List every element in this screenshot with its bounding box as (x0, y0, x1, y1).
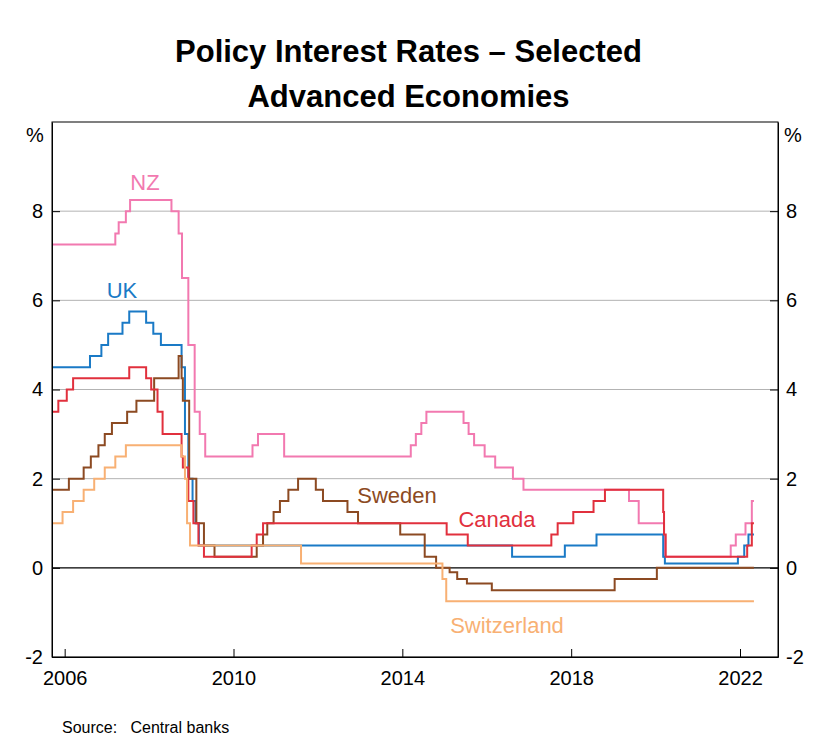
grid-line (52, 478, 778, 479)
tick-label: 8 (786, 200, 797, 222)
series-label: Switzerland (450, 613, 564, 638)
tick: 0 (32, 557, 60, 579)
tick: -2 (770, 646, 804, 668)
tick: 6 (770, 289, 797, 311)
tick: 2018 (549, 649, 594, 689)
tick: 2 (770, 468, 797, 490)
tick-label: 0 (786, 557, 797, 579)
tick-mark (770, 211, 778, 212)
series-label: UK (107, 278, 138, 303)
plot-area (52, 200, 754, 601)
chart-svg: Policy Interest Rates – Selected Advanced… (0, 0, 817, 750)
plot-frame (52, 122, 778, 657)
grid-line (52, 389, 778, 390)
tick: 4 (32, 378, 60, 400)
tick-mark (234, 649, 235, 657)
tick: 4 (770, 378, 797, 400)
tick-label: 2022 (718, 667, 763, 689)
tick-mark (52, 390, 60, 391)
tick: 2022 (718, 649, 763, 689)
tick-mark (65, 649, 66, 657)
tick: 2006 (43, 649, 88, 689)
chart-container: Policy Interest Rates – Selected Advanced… (0, 0, 817, 750)
tick: -2 (25, 646, 60, 668)
tick-mark (770, 479, 778, 480)
tick: 2 (32, 468, 60, 490)
background (0, 0, 817, 750)
series-line (52, 367, 754, 556)
tick-mark (770, 390, 778, 391)
tick-mark (770, 568, 778, 569)
chart-title: Policy Interest Rates – Selected Advanced… (175, 34, 642, 114)
grid-line (52, 300, 778, 301)
tick-label: 6 (32, 289, 43, 311)
series-label: Canada (458, 507, 536, 532)
series-line (52, 445, 754, 601)
tick-label: 4 (32, 378, 43, 400)
tick-label: 2018 (549, 667, 594, 689)
tick-label: 4 (786, 378, 797, 400)
tick-label: 6 (786, 289, 797, 311)
chart-title-line: Advanced Economies (247, 79, 569, 114)
tick-mark (52, 300, 60, 301)
tick-mark (740, 649, 741, 657)
tick-mark (770, 300, 778, 301)
tick: 2010 (212, 649, 257, 689)
series-label: NZ (130, 170, 159, 195)
tick: 8 (32, 200, 60, 222)
series-line (52, 311, 754, 563)
chart-title-line: Policy Interest Rates – Selected (175, 34, 642, 69)
tick-label: -2 (786, 646, 804, 668)
series-line (52, 356, 754, 590)
tick: 2014 (381, 649, 426, 689)
tick-mark (402, 649, 403, 657)
y-unit-right: % (784, 124, 802, 146)
tick-mark (52, 211, 60, 212)
tick-label: 2006 (43, 667, 88, 689)
series-label: Sweden (357, 483, 437, 508)
tick-mark (571, 649, 572, 657)
tick: 8 (770, 200, 797, 222)
tick-label: 2010 (212, 667, 257, 689)
tick-mark (52, 479, 60, 480)
grid-line (52, 211, 778, 212)
y-unit-left: % (26, 124, 44, 146)
tick-label: 0 (32, 557, 43, 579)
tick-label: 8 (32, 200, 43, 222)
tick: 6 (32, 289, 60, 311)
axis-line (53, 657, 779, 658)
x-axis: 2006 2010 2014 2018 2022 (43, 649, 779, 689)
y-axis-left: -2 0 2 4 6 8 (25, 123, 60, 668)
source-note: Source: Central banks (62, 719, 229, 736)
tick-mark (52, 568, 60, 569)
tick-label: 2 (32, 468, 43, 490)
tick: 0 (770, 557, 797, 579)
tick-label: 2 (786, 468, 797, 490)
tick-label: 2014 (381, 667, 426, 689)
tick-label: -2 (25, 646, 43, 668)
y-axis-right: -2 0 2 4 6 8 (770, 123, 804, 668)
axis-line (778, 123, 779, 658)
